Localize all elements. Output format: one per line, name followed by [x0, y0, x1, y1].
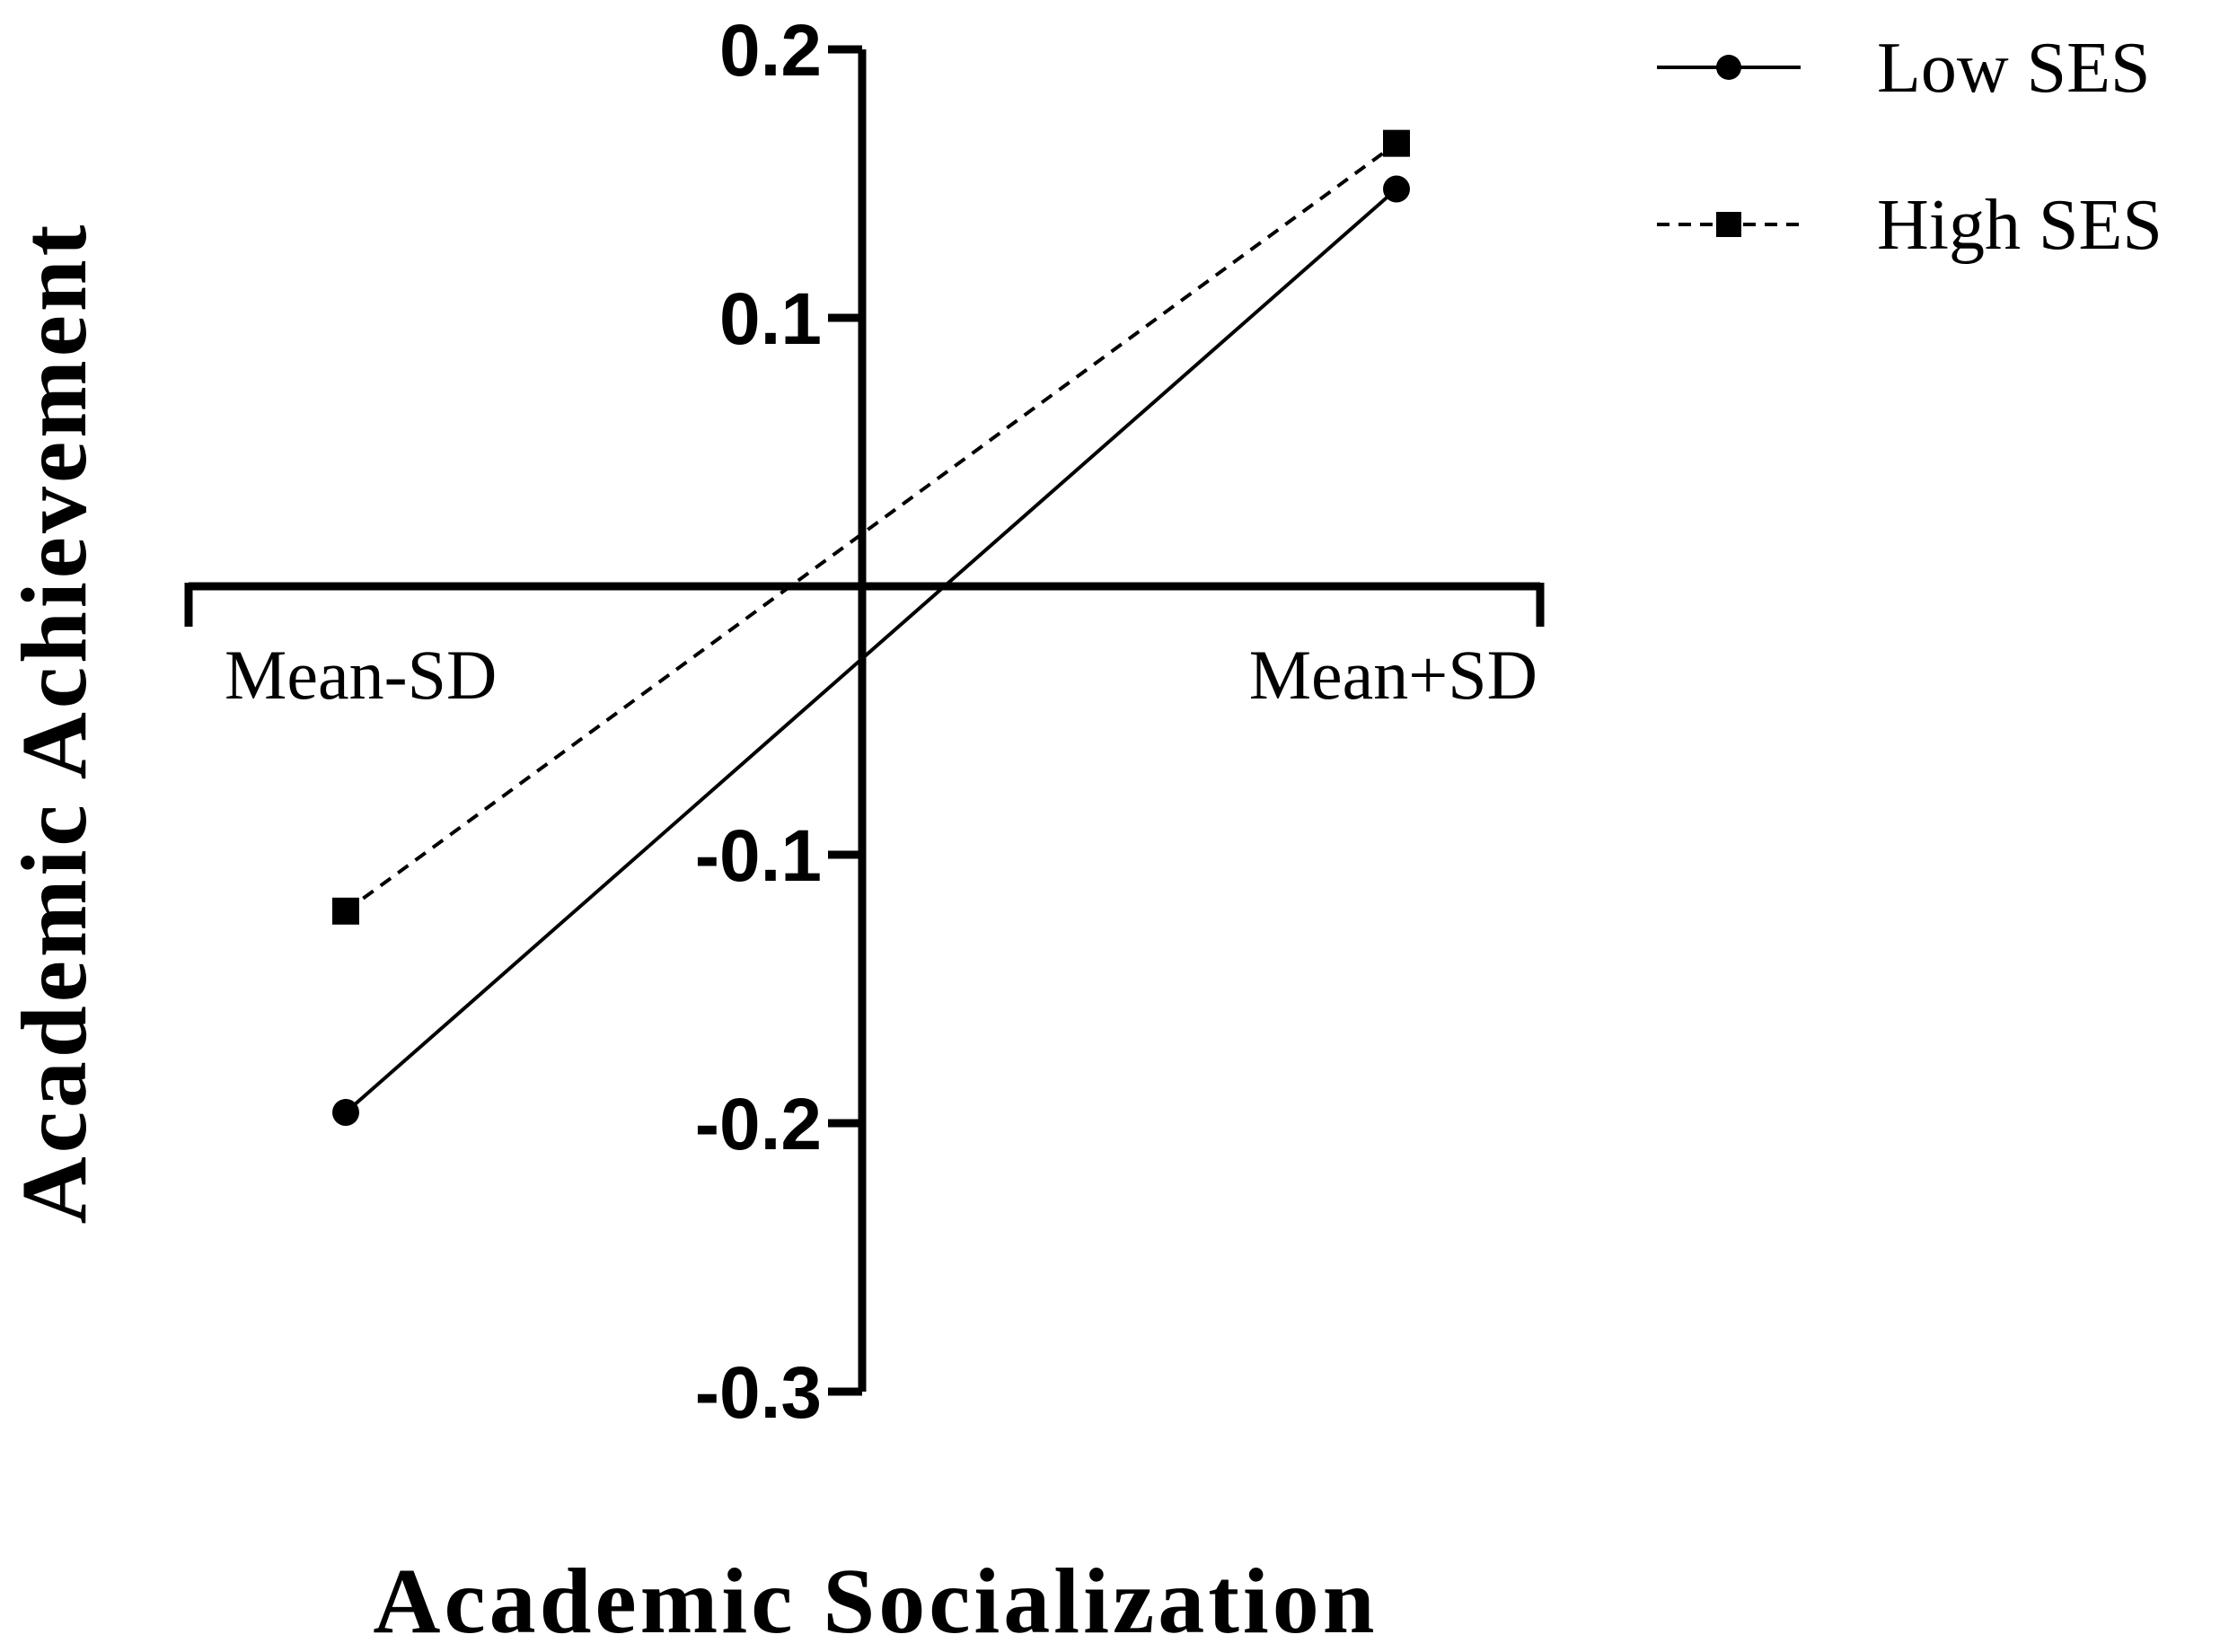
y-tick-label: 0.2	[719, 10, 822, 92]
series-line-low-ses	[344, 187, 1398, 1114]
y-tick-label: 0.1	[719, 278, 822, 360]
x-category-label: Mean+SD	[1249, 636, 1537, 714]
legend-marker-circle	[1716, 55, 1741, 80]
legend-label: High SES	[1877, 186, 2163, 265]
series-line-high-ses	[344, 142, 1398, 913]
legend-marker-square	[1716, 212, 1741, 237]
series-layer	[332, 129, 1410, 1127]
y-axis-title: Academic Achievement	[3, 222, 106, 1225]
y-tick-label: -0.3	[695, 1352, 822, 1434]
data-point-high-ses	[332, 897, 359, 925]
data-point-high-ses	[1383, 129, 1410, 157]
axes: 0.2 0.1 -0.1 -0.2 -0.3 Mean-SD Mean+SD	[184, 10, 1545, 1434]
x-category-label: Mean-SD	[225, 636, 497, 714]
legend: Low SES High SES	[1657, 29, 2163, 265]
y-tick-label: -0.2	[695, 1084, 822, 1165]
data-point-low-ses	[332, 1099, 359, 1127]
data-point-low-ses	[1383, 175, 1410, 203]
x-axis-title: Academic Socialization	[373, 1550, 1378, 1648]
y-tick-label: -0.1	[695, 815, 822, 897]
legend-label: Low SES	[1877, 29, 2151, 108]
